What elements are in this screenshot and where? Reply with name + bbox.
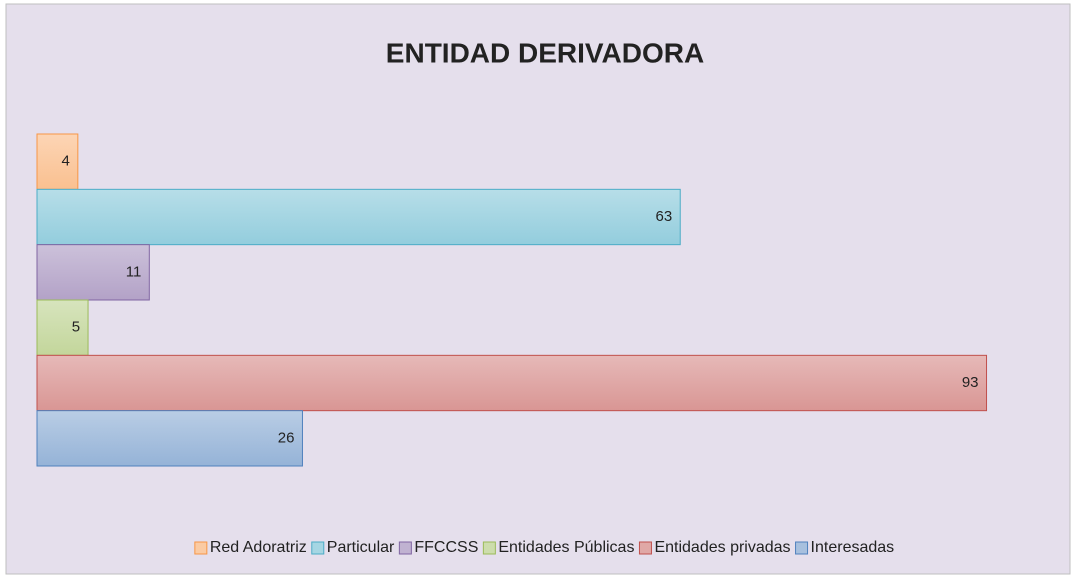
legend-swatch bbox=[398, 541, 412, 555]
legend: Red Adoratriz Particular FFCCSS Entidades P… bbox=[194, 539, 895, 556]
chart-title: ENTIDAD DERIVADORA bbox=[386, 37, 704, 68]
legend-label: Red Adoratriz bbox=[210, 539, 307, 556]
legend-swatch bbox=[638, 541, 652, 555]
legend-swatch bbox=[194, 541, 208, 555]
bar bbox=[36, 410, 303, 467]
bar bbox=[36, 133, 79, 190]
data-label: 11 bbox=[126, 263, 142, 280]
legend-label: Particular bbox=[327, 539, 395, 556]
bar bbox=[36, 299, 89, 356]
bar bbox=[36, 244, 150, 301]
data-label: 93 bbox=[962, 374, 979, 391]
data-label: 26 bbox=[278, 429, 295, 446]
bar bbox=[36, 354, 988, 412]
data-label: 5 bbox=[72, 319, 80, 336]
data-label: 63 bbox=[656, 208, 673, 225]
legend-label: FFCCSS bbox=[414, 539, 478, 556]
bar bbox=[36, 188, 681, 246]
legend-label: Entidades Públicas bbox=[498, 539, 634, 556]
legend-swatch bbox=[795, 541, 809, 555]
legend-label: Interesadas bbox=[811, 539, 895, 556]
legend-label: Entidades privadas bbox=[654, 539, 790, 556]
chart-frame bbox=[5, 3, 1071, 575]
legend-swatch bbox=[482, 541, 496, 555]
legend-swatch bbox=[311, 541, 325, 555]
data-label: 4 bbox=[61, 153, 69, 170]
